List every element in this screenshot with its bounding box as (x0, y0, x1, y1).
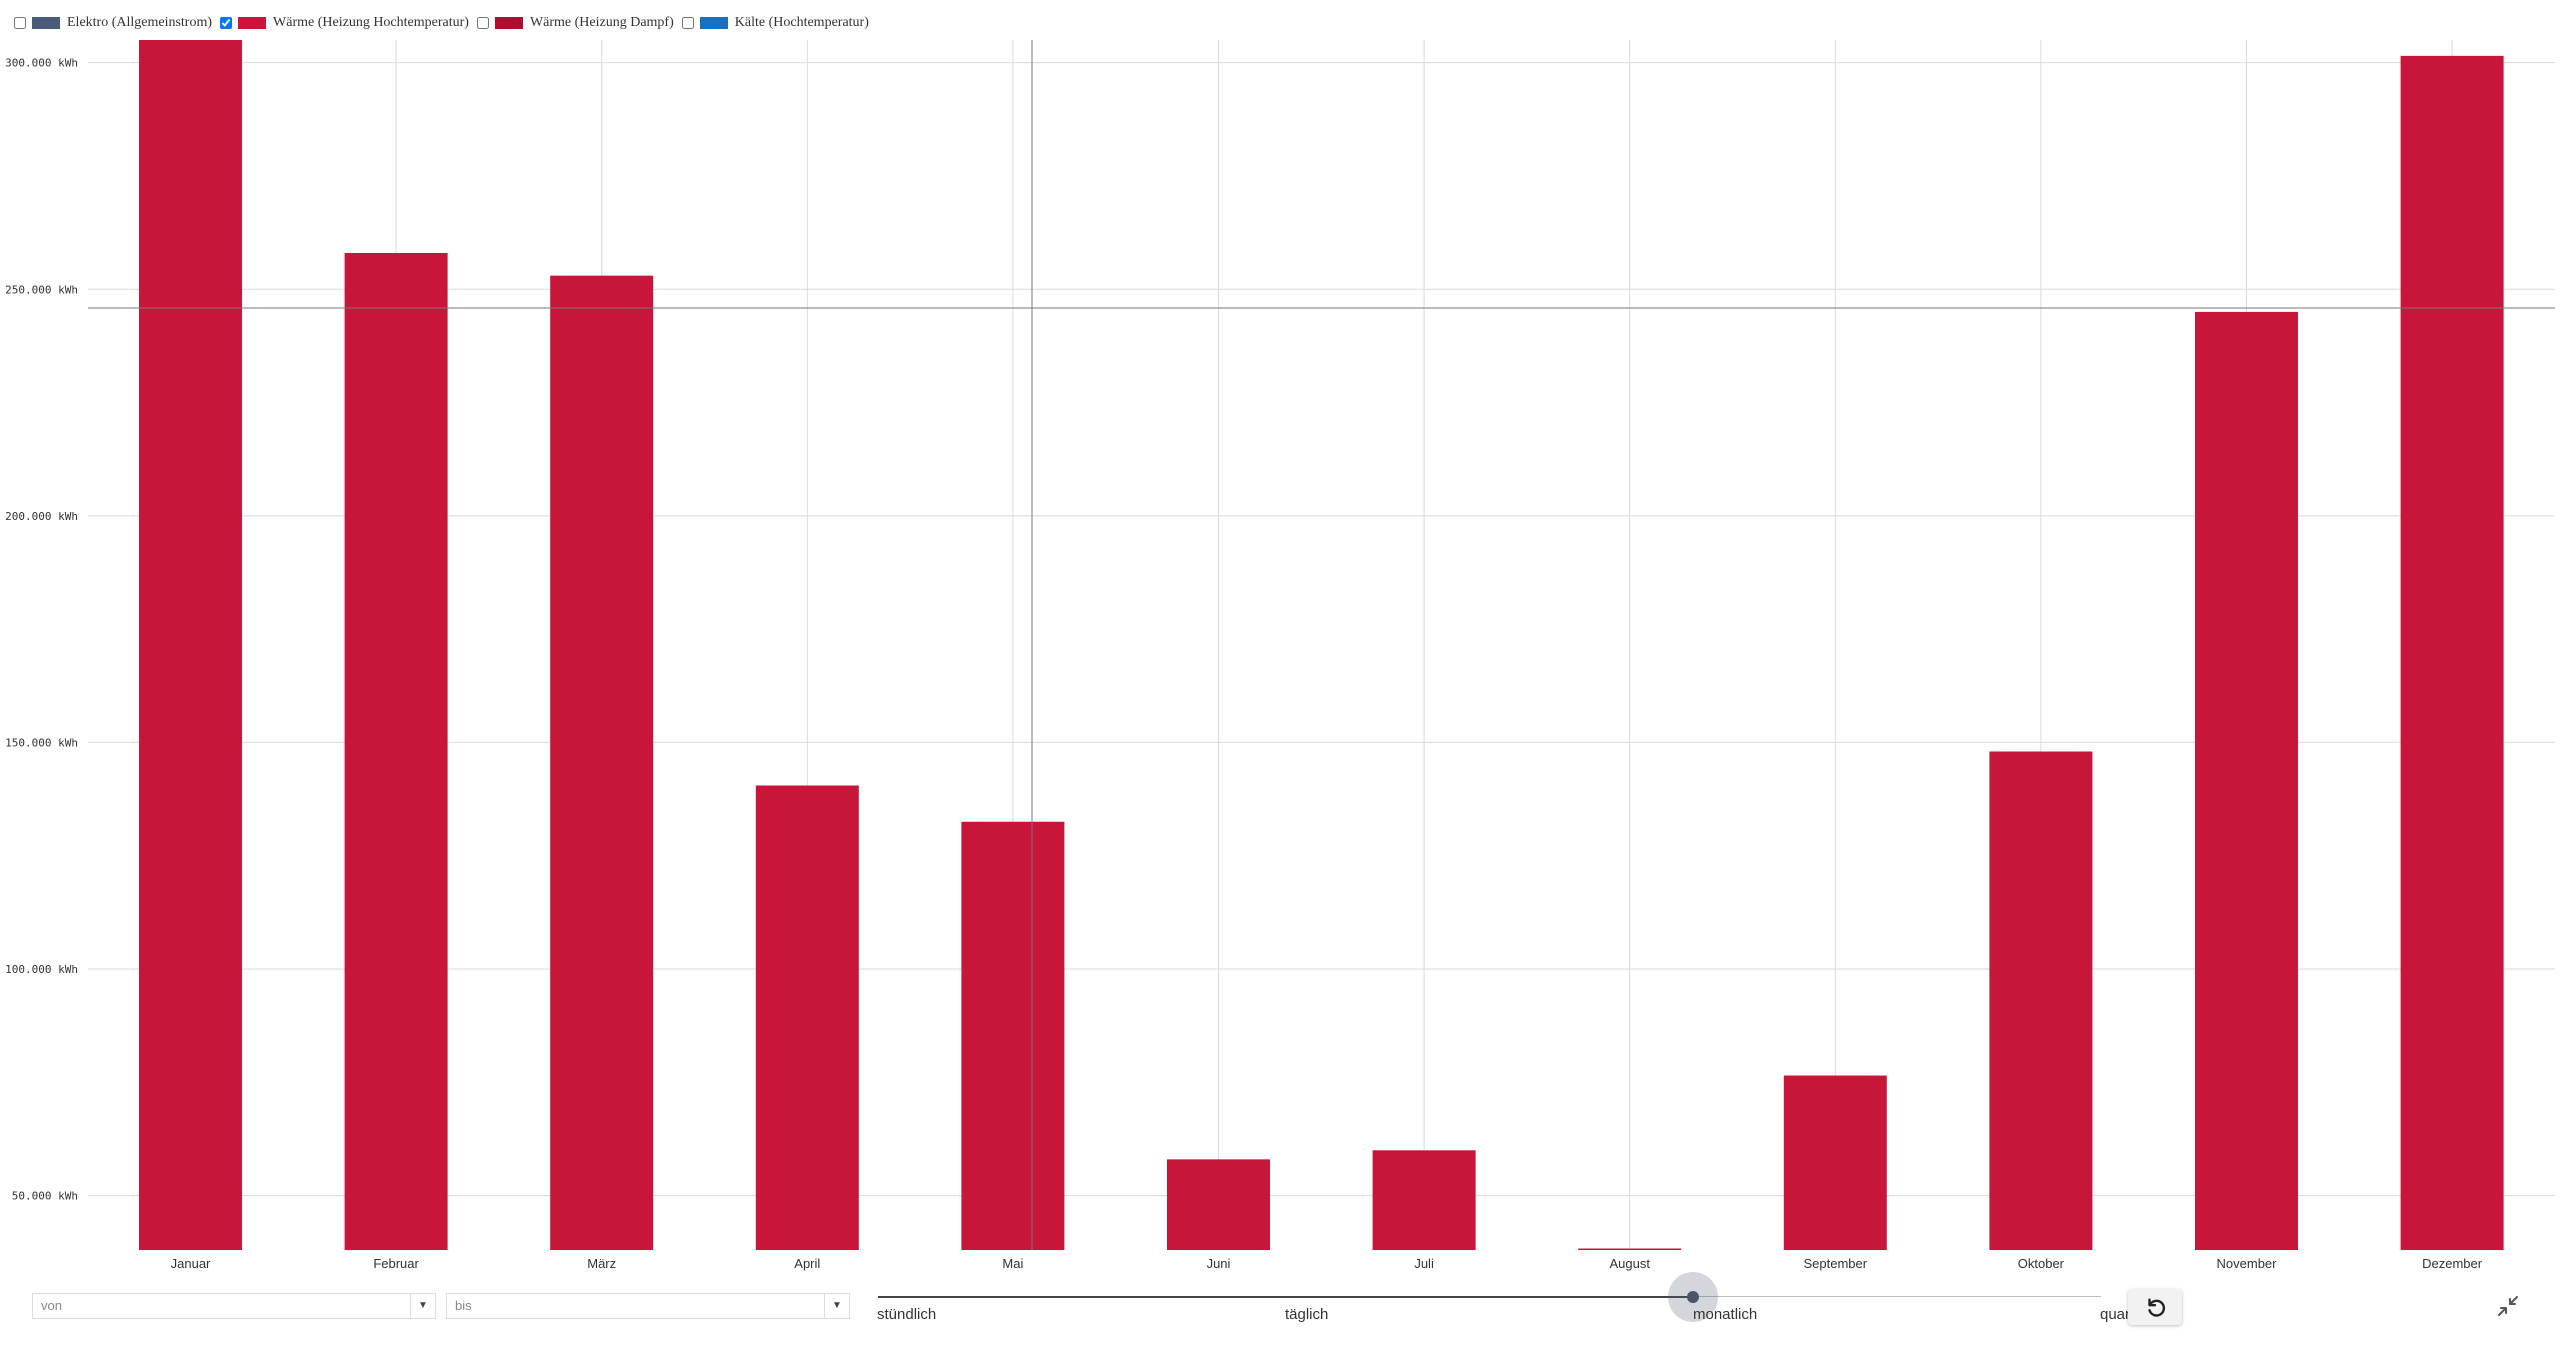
y-tick-label: 250.000 kWh (5, 283, 78, 296)
bar-april (755, 785, 859, 1250)
slider-label-daily[interactable]: täglich (1285, 1306, 1329, 1323)
x-tick-label: August (1609, 1256, 1650, 1271)
legend-swatch-waerme-hochtemperatur (238, 17, 267, 29)
legend-label-waerme-hochtemperatur: Wärme (Heizung Hochtemperatur) (273, 15, 469, 30)
slider-label-quarterly[interactable]: quar (2100, 1306, 2131, 1323)
legend-item-kaelte[interactable]: Kälte (Hochtemperatur) (681, 15, 869, 31)
bar-august (1578, 1248, 1682, 1250)
slider-label-monthly[interactable]: monatlich (1693, 1306, 1758, 1323)
x-tick-label: Januar (171, 1256, 211, 1271)
bar-februar (344, 252, 448, 1250)
bar-chart: 50.000 kWh 100.000 kWh 150.000 kWh 200.000 … (5, 40, 2555, 1271)
to-date-placeholder: bis (455, 1298, 472, 1313)
legend-swatch-waerme-dampf (494, 17, 523, 29)
legend-item-waerme-hochtemperatur[interactable]: Wärme (Heizung Hochtemperatur) (220, 15, 469, 31)
bar-märz (550, 275, 654, 1251)
legend-item-elektro[interactable]: Elektro (Allgemeinstrom) (14, 15, 212, 31)
x-tick-label: Juli (1414, 1256, 1434, 1271)
collapse-icon[interactable] (2496, 1294, 2520, 1318)
chevron-down-icon[interactable]: ▼ (410, 1294, 435, 1318)
bar-dezember (2400, 55, 2504, 1250)
chart-controls: von ▼ bis ▼ stündlich täglich monatlich … (0, 1272, 2560, 1350)
y-axis-labels: 50.000 kWh 100.000 kWh 150.000 kWh 200.000 … (5, 57, 78, 1203)
x-tick-label: Oktober (2018, 1256, 2065, 1271)
chart-grid (88, 40, 2555, 1250)
legend-swatch-elektro (32, 17, 60, 29)
y-tick-label: 100.000 kWh (5, 963, 78, 976)
y-tick-label: 150.000 kWh (5, 736, 78, 749)
hover-crosshair (88, 40, 2555, 1250)
legend-item-waerme-dampf[interactable]: Wärme (Heizung Dampf) (476, 15, 674, 31)
x-tick-label: September (1804, 1256, 1868, 1271)
x-tick-label: Juni (1207, 1256, 1231, 1271)
y-tick-label: 50.000 kWh (12, 1190, 78, 1203)
reset-button[interactable] (2128, 1289, 2182, 1325)
legend-label-elektro: Elektro (Allgemeinstrom) (67, 15, 213, 30)
from-date-select[interactable]: von ▼ (32, 1293, 436, 1319)
slider-thumb[interactable] (1687, 1291, 1699, 1303)
x-tick-label: April (794, 1256, 820, 1271)
legend-label-kaelte: Kälte (Hochtemperatur) (734, 15, 869, 30)
legend-label-waerme-dampf: Wärme (Heizung Dampf) (529, 15, 674, 30)
bar-november (2195, 311, 2298, 1250)
chart-bars (139, 40, 2504, 1251)
x-tick-label: November (2217, 1256, 2278, 1271)
to-date-select[interactable]: bis ▼ (446, 1293, 850, 1319)
legend-swatch-kaelte (699, 17, 728, 29)
chart-legend: Elektro (Allgemeinstrom) Wärme (Heizung … (14, 12, 877, 34)
reset-icon (2148, 1298, 2166, 1317)
bar-juni (1167, 1159, 1270, 1250)
legend-checkbox-waerme-dampf[interactable] (476, 17, 489, 29)
bar-september (1783, 1075, 1887, 1250)
bar-januar (139, 40, 242, 1250)
chevron-down-icon[interactable]: ▼ (824, 1294, 849, 1318)
x-tick-label: Dezember (2422, 1256, 2483, 1271)
legend-checkbox-elektro[interactable] (14, 17, 26, 29)
bar-juli (1372, 1150, 1476, 1250)
y-tick-label: 300.000 kWh (5, 57, 78, 70)
slider-track-rest[interactable] (1693, 1296, 2101, 1297)
x-axis-labels: Januar Februar März April Mai Juni Juli August S… (171, 1256, 2483, 1271)
x-tick-label: Februar (373, 1256, 419, 1271)
slider-track-filled[interactable] (878, 1296, 1693, 1298)
x-tick-label: Mai (1002, 1256, 1023, 1271)
slider-label-hourly[interactable]: stündlich (877, 1306, 937, 1323)
from-date-placeholder: von (41, 1298, 62, 1313)
y-tick-label: 200.000 kWh (5, 510, 78, 523)
legend-checkbox-waerme-hochtemperatur[interactable] (220, 17, 233, 29)
bar-mai (961, 821, 1065, 1250)
x-tick-label: März (587, 1256, 616, 1271)
legend-checkbox-kaelte[interactable] (681, 17, 694, 29)
bar-oktober (1989, 751, 2093, 1250)
